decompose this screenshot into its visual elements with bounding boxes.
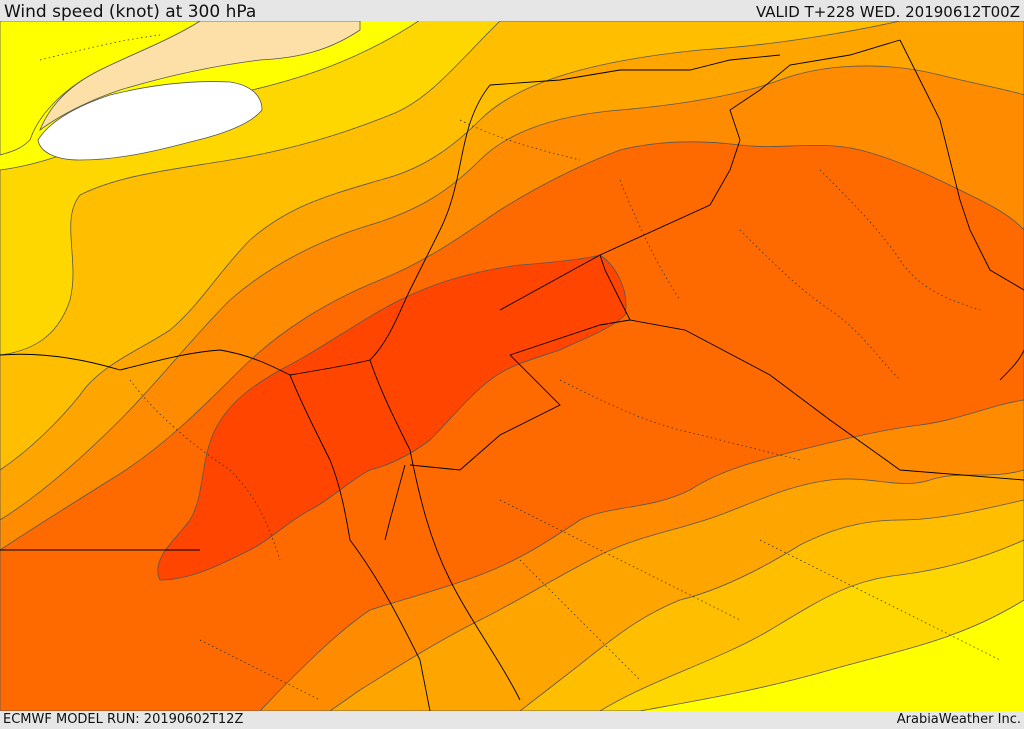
credit: ArabiaWeather Inc. — [896, 712, 1021, 727]
model-run: ECMWF MODEL RUN: 20190602T12Z — [3, 712, 244, 727]
band-very-low — [37, 81, 263, 161]
map-panel — [0, 21, 1024, 711]
internal-boundaries — [39, 34, 1001, 701]
header-bar: Wind speed (knot) at 300 hPa VALID T+228… — [0, 0, 1024, 22]
valid-time: VALID T+228 WED. 20190612T00Z — [755, 3, 1020, 21]
wind-speed-map — [0, 21, 1024, 711]
map-title: Wind speed (knot) at 300 hPa — [4, 2, 257, 22]
band-orange-4 — [0, 141, 1024, 711]
band-red-orange — [157, 254, 627, 581]
borders — [0, 39, 1024, 711]
footer-bar: ECMWF MODEL RUN: 20190602T12Z ArabiaWeat… — [0, 711, 1024, 729]
band-yellow-top-left — [0, 21, 201, 156]
